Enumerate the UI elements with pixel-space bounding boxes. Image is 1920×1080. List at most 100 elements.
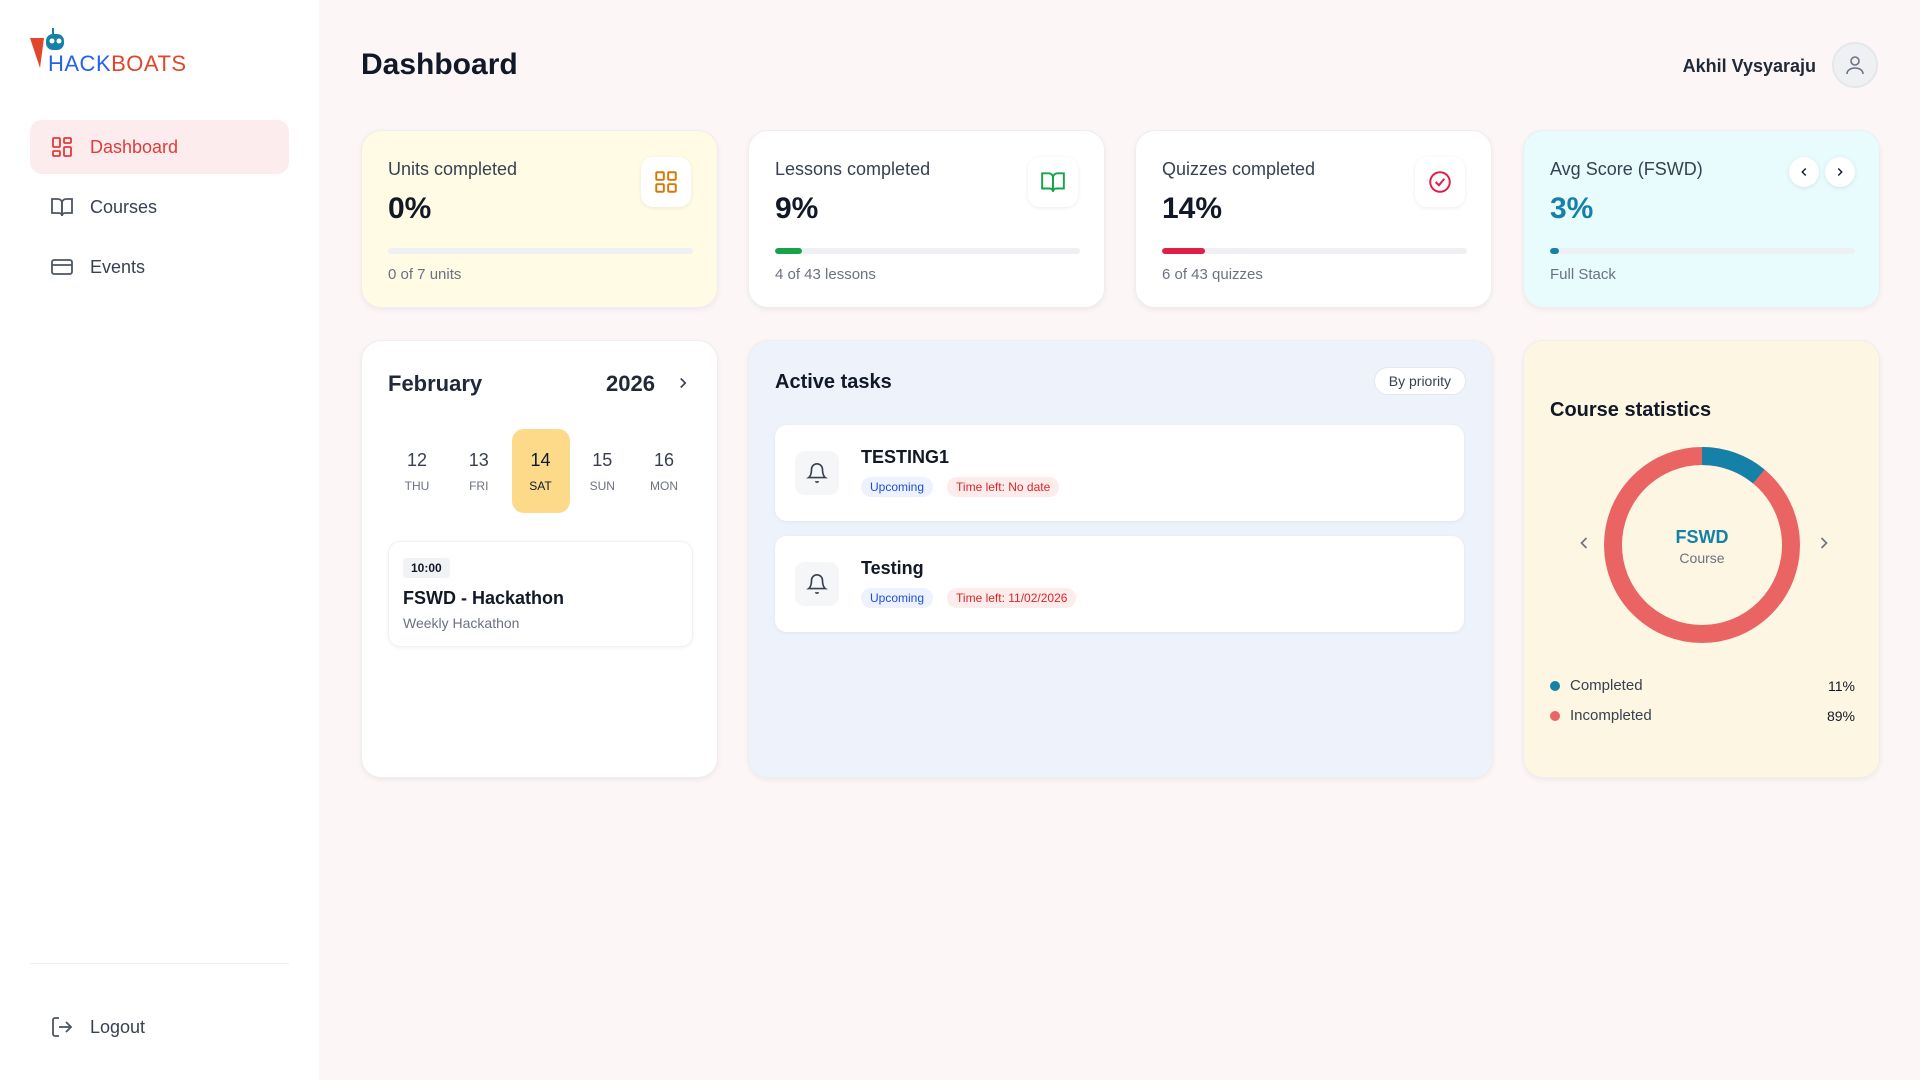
calendar-day[interactable]: 16 MON [635,429,693,513]
sidebar-item-events[interactable]: Events [30,240,289,294]
sidebar-item-label: Events [90,256,146,277]
page-title: Dashboard [361,48,518,81]
user-name[interactable]: Akhil Vysyaraju [1682,56,1816,76]
quizzes-completed-card: Quizzes completed 14% 6 of 43 quizzes [1135,130,1492,308]
card-icon [51,259,73,275]
prev-course-button[interactable] [1789,157,1819,187]
logout-icon [52,1017,73,1037]
course-sub: Course [1679,550,1725,566]
legend-completed: Completed 11% [1550,677,1855,694]
legend-dot [1550,710,1560,721]
donut-center-label: FSWD Course [1602,527,1802,566]
book-icon [51,198,73,217]
task-badges: Upcoming Time left: No date [861,477,1060,497]
sidebar: HACKBOATS Dashboard Courses Events [0,0,319,1080]
calendar-year: 2026 [606,371,655,396]
stat-sub: 6 of 43 quizzes [1162,266,1263,283]
task-item[interactable]: TESTING1 Upcoming Time left: No date [775,425,1464,521]
stat-sub: 0 of 7 units [388,266,462,283]
stat-label: Quizzes completed [1162,159,1316,179]
grid-icon [655,171,677,193]
day-number: 12 [406,449,428,470]
task-badges: Upcoming Time left: 11/02/2026 [861,588,1077,608]
task-bell [795,562,839,606]
sidebar-nav: Dashboard Courses Events [30,120,289,300]
calendar-day[interactable]: 13 FRI [450,429,508,513]
legend-label: Incompleted [1570,707,1652,724]
status-badge: Upcoming [861,477,934,497]
day-weekday: SUN [589,478,615,493]
stat-icon-box [641,157,691,207]
day-weekday: FRI [469,478,489,493]
day-weekday: MON [650,478,678,493]
event-title: FSWD - Hackathon [403,588,565,608]
task-item[interactable]: Testing Upcoming Time left: 11/02/2026 [775,536,1464,632]
sidebar-item-dashboard[interactable]: Dashboard [30,120,289,174]
chevron-right-icon [1820,537,1828,549]
calendar-day[interactable]: 12 THU [388,429,446,513]
stat-value: 0% [388,192,432,225]
progress-track [1550,248,1855,254]
units-completed-card: Units completed 0% 0 of 7 units [361,130,718,308]
logout-section: Logout [30,1000,289,1060]
stats-prev-button[interactable] [1574,533,1594,558]
task-name: Testing [861,558,924,578]
hackboats-logo[interactable]: HACKBOATS [30,28,202,76]
active-tasks-card: Active tasks By priority TESTING1 Upcomi… [748,340,1493,778]
day-weekday: SAT [529,478,552,493]
logo-boats-text: BOATS [111,51,187,76]
sidebar-item-courses[interactable]: Courses [30,180,289,234]
calendar-next-button[interactable] [674,374,692,397]
task-name: TESTING1 [861,447,950,467]
sidebar-item-label: Dashboard [90,136,179,157]
event-card[interactable]: 10:00 FSWD - Hackathon Weekly Hackathon [388,541,693,647]
legend-incompleted: Incompleted 89% [1550,707,1855,724]
logout-button[interactable]: Logout [30,1000,289,1054]
calendar-day[interactable]: 15 SUN [573,429,631,513]
sidebar-divider [30,963,289,964]
calendar-card: February 2026 12 THU 13 FRI 14 SAT 15 SU… [361,340,718,778]
stat-sub: Full Stack [1550,266,1616,283]
stats-next-button[interactable] [1814,533,1834,558]
logout-label: Logout [90,1016,146,1037]
event-time: 10:00 [403,558,450,578]
sidebar-item-label: Courses [90,196,158,217]
progress-track [775,248,1080,254]
donut-completed-segment [1604,447,1800,643]
check-circle-icon [1429,171,1451,193]
robot-logo-icon [30,28,64,68]
legend-percent: 11% [1828,677,1855,694]
course-stats-title: Course statistics [1550,399,1712,421]
day-weekday: THU [404,478,430,493]
chevron-left-icon [1801,168,1807,176]
day-number: 14 [530,449,551,470]
grid-icon [52,137,72,157]
progress-fill [1162,248,1205,254]
book-icon [1041,172,1065,192]
stat-value: 3% [1550,192,1594,225]
stat-value: 9% [775,192,819,225]
stat-icon-box [1415,157,1465,207]
time-left-badge: Time left: 11/02/2026 [947,588,1077,608]
course-statistics-card: Course statistics FSWD Course Completed … [1523,340,1880,778]
lessons-completed-card: Lessons completed 9% 4 of 43 lessons [748,130,1105,308]
avatar[interactable] [1832,42,1878,88]
sort-by-priority-button[interactable]: By priority [1373,367,1466,395]
calendar-day[interactable]: 14 SAT [511,429,570,513]
tasks-title: Active tasks [775,371,892,393]
avg-score-card: Avg Score (FSWD) 3% Full Stack [1523,130,1880,308]
stat-sub: 4 of 43 lessons [775,266,876,283]
event-description: Weekly Hackathon [403,615,520,631]
course-donut-chart [1604,447,1800,643]
user-icon [1846,56,1864,75]
progress-track [1162,248,1467,254]
calendar-days: 12 THU 13 FRI 14 SAT 15 SUN 16 MON [388,429,693,513]
day-number: 16 [653,449,675,470]
stat-label: Lessons completed [775,159,931,179]
next-course-button[interactable] [1825,157,1855,187]
chevron-right-icon [680,377,687,389]
course-name: FSWD [1675,527,1729,547]
bell-icon [806,574,828,594]
legend-label: Completed [1570,677,1643,694]
day-number: 13 [468,449,489,470]
